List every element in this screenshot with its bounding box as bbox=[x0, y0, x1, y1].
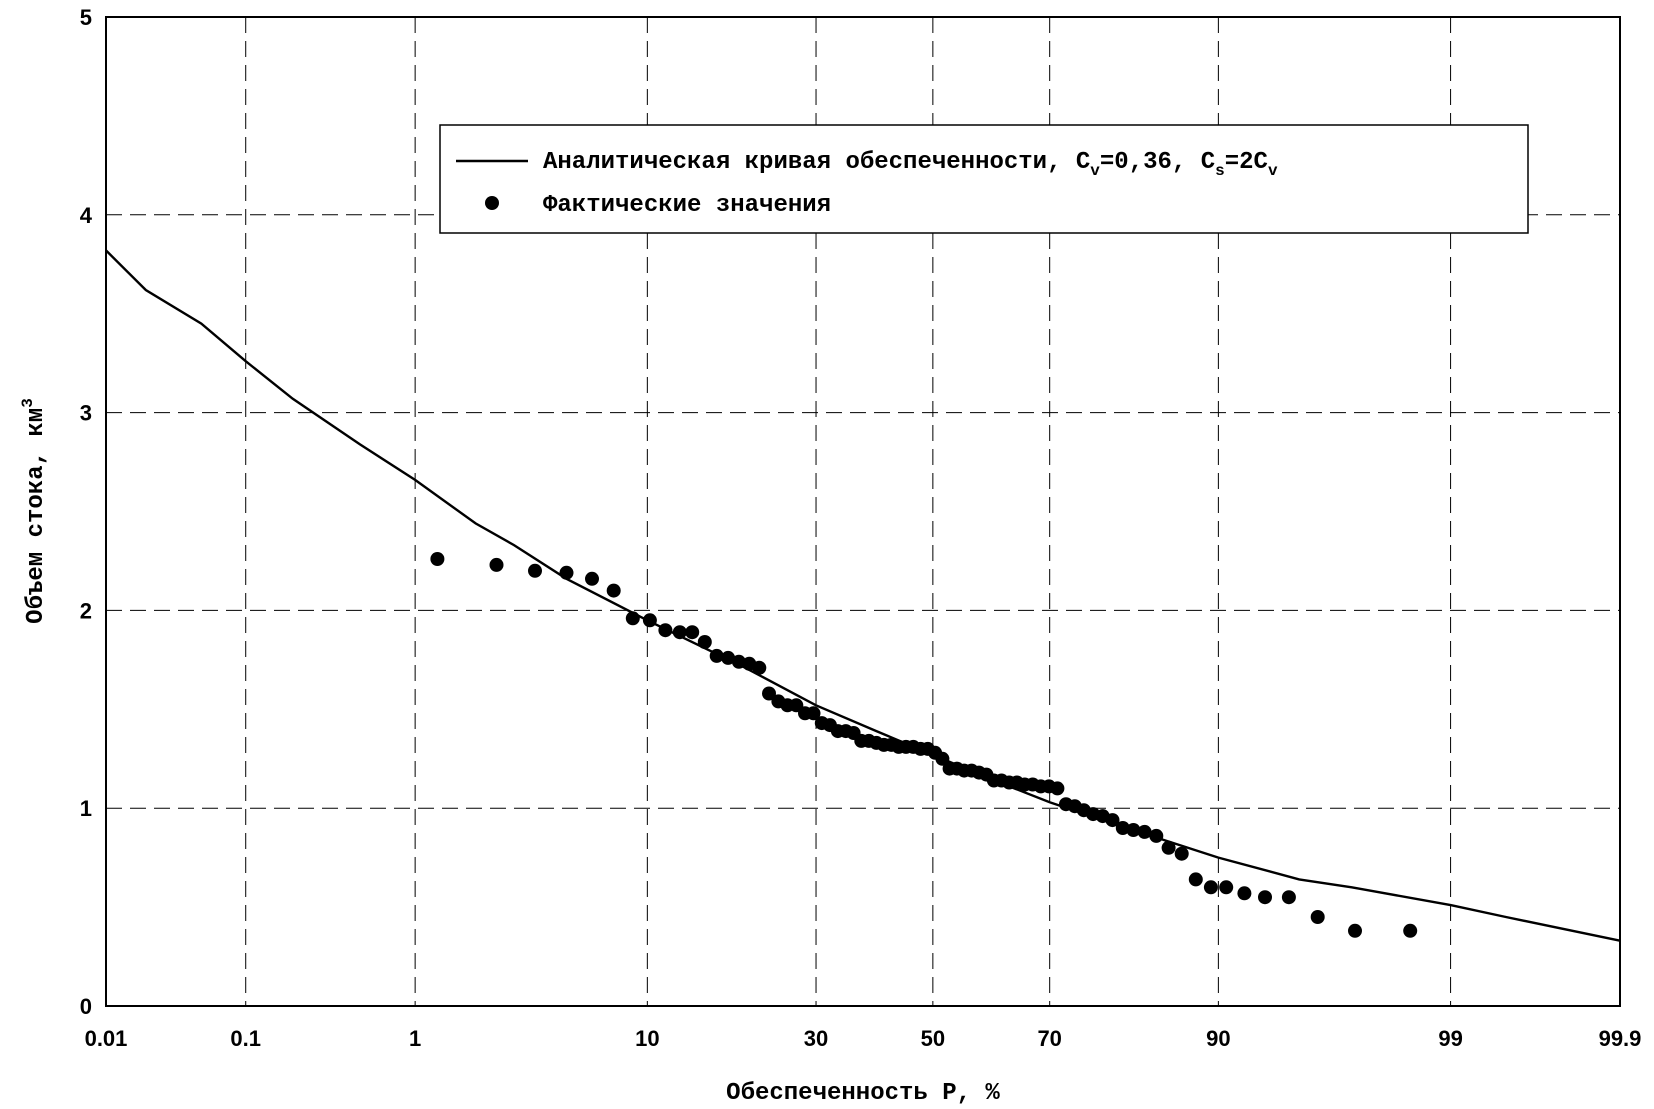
data-point bbox=[625, 611, 640, 626]
y-axis-title-text: Объем стока, км bbox=[23, 408, 50, 624]
data-point bbox=[762, 686, 776, 701]
data-point bbox=[1203, 880, 1218, 895]
data-point bbox=[1188, 872, 1203, 887]
y-tick-label: 0 bbox=[80, 994, 92, 1019]
data-point bbox=[697, 635, 712, 649]
data-point bbox=[1258, 890, 1272, 905]
data-point bbox=[1149, 828, 1164, 843]
analytical-curve bbox=[105, 249, 1621, 942]
y-tick-label: 2 bbox=[80, 598, 92, 623]
data-point bbox=[1281, 890, 1296, 905]
data-point bbox=[1174, 846, 1189, 861]
data-point bbox=[1348, 923, 1362, 938]
data-point bbox=[1126, 823, 1141, 837]
x-tick-label: 1 bbox=[409, 1026, 421, 1051]
data-point bbox=[559, 565, 574, 580]
x-axis-title: Обеспеченность P, % bbox=[726, 1080, 1000, 1107]
y-tick-label: 3 bbox=[80, 401, 92, 426]
x-tick-label: 99.9 bbox=[1599, 1026, 1642, 1051]
legend-curve-text: Аналитическая кривая обеспеченности, C bbox=[543, 149, 1090, 176]
data-point bbox=[489, 557, 504, 572]
analytical-curve-layer bbox=[105, 249, 1621, 942]
data-point bbox=[658, 623, 673, 638]
data-point bbox=[672, 625, 687, 640]
legend-curve-label: Аналитическая кривая обеспеченности, Cv=… bbox=[543, 149, 1278, 180]
legend-box bbox=[439, 124, 1529, 234]
data-point bbox=[709, 648, 724, 663]
legend-curve-end: =2C bbox=[1225, 149, 1268, 176]
data-point bbox=[731, 654, 746, 669]
data-point bbox=[1105, 813, 1120, 828]
data-point bbox=[1219, 880, 1234, 895]
grid-lines bbox=[106, 17, 1620, 1006]
plot-frame bbox=[105, 16, 1621, 1007]
data-point bbox=[806, 706, 821, 721]
x-tick-label: 0.1 bbox=[230, 1026, 261, 1051]
data-point bbox=[685, 625, 700, 640]
legend-cs-subscript: s bbox=[1215, 162, 1225, 180]
x-tick-label: 70 bbox=[1037, 1026, 1061, 1051]
legend-cv2-subscript: v bbox=[1268, 162, 1278, 180]
x-tick-label: 0.01 bbox=[85, 1026, 128, 1051]
data-point bbox=[1310, 910, 1325, 924]
data-point bbox=[721, 650, 736, 665]
data-point bbox=[935, 751, 950, 766]
data-point bbox=[1403, 923, 1418, 938]
x-tick-labels: 0.01 0.1 1 10 30 50 70 90 99 99.9 bbox=[85, 1026, 1642, 1051]
data-point bbox=[585, 571, 599, 586]
data-point bbox=[1161, 840, 1176, 855]
legend-curve-mid: =0,36, C bbox=[1100, 149, 1215, 176]
x-tick-label: 99 bbox=[1438, 1026, 1462, 1051]
x-tick-label: 30 bbox=[804, 1026, 828, 1051]
y-axis-title-superscript: 3 bbox=[19, 398, 37, 408]
data-point bbox=[642, 613, 657, 628]
legend-point-swatch bbox=[485, 196, 499, 210]
data-point bbox=[752, 660, 767, 675]
y-tick-label: 1 bbox=[80, 796, 92, 821]
data-point bbox=[1237, 886, 1252, 901]
data-point bbox=[606, 583, 621, 598]
data-point bbox=[528, 563, 542, 578]
y-axis-title: Объем стока, км3 bbox=[19, 398, 50, 624]
data-point bbox=[430, 552, 445, 566]
x-tick-label: 90 bbox=[1206, 1026, 1230, 1051]
y-tick-labels: 0 1 2 3 4 5 bbox=[80, 5, 93, 1019]
y-tick-label: 4 bbox=[80, 203, 93, 228]
legend-cv-subscript: v bbox=[1090, 162, 1100, 180]
data-point bbox=[1115, 821, 1130, 835]
y-tick-label: 5 bbox=[80, 5, 92, 30]
legend-points-label: Фактические значения bbox=[543, 192, 831, 219]
actual-points-layer bbox=[430, 552, 1418, 938]
data-point bbox=[1137, 824, 1152, 839]
x-tick-label: 50 bbox=[921, 1026, 945, 1051]
data-point bbox=[1050, 781, 1065, 796]
x-tick-label: 10 bbox=[635, 1026, 659, 1051]
legend: Аналитическая кривая обеспеченности, Cv=… bbox=[439, 124, 1529, 234]
